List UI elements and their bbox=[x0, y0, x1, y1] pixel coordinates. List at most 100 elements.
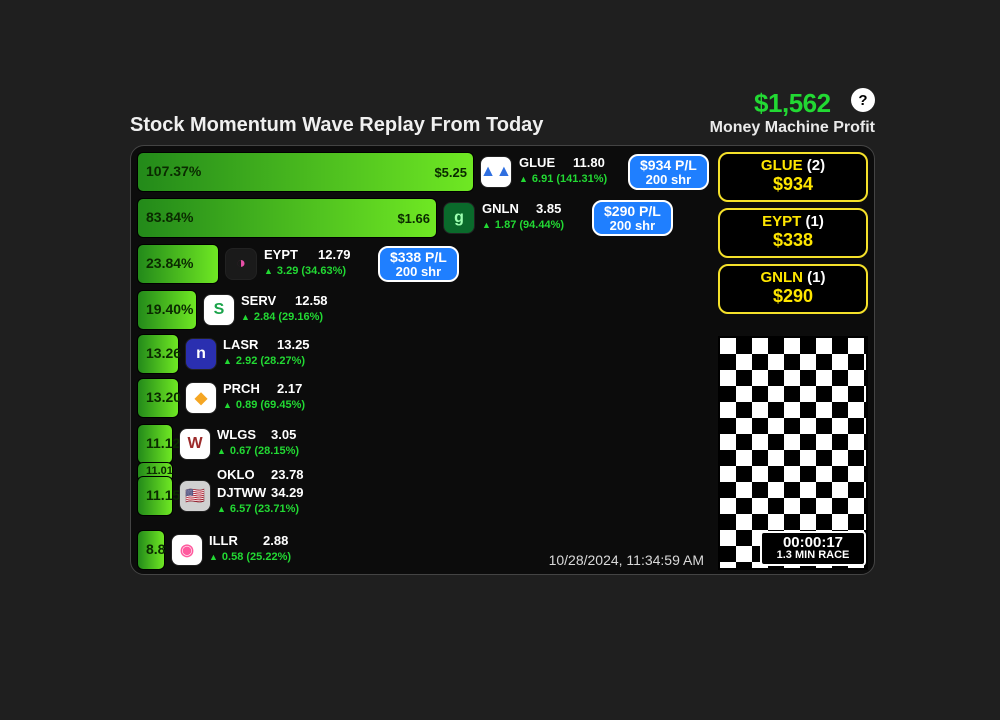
replay-panel: 107.37%$5.25▲▲GLUE11.80▲6.91 (141.31%)$9… bbox=[130, 145, 875, 575]
ticker-info: GLUE11.80▲6.91 (141.31%) bbox=[519, 154, 639, 185]
ticker-symbol: EYPT bbox=[264, 247, 318, 262]
momentum-row: 19.40%SSERV12.58▲2.84 (29.16%) bbox=[137, 290, 712, 330]
ticker-delta: ▲2.84 (29.16%) bbox=[241, 311, 361, 323]
ticker-delta: ▲2.92 (28.27%) bbox=[223, 355, 343, 367]
pl-shares: 200 shr bbox=[604, 219, 661, 233]
ticker-logo: ◑ bbox=[225, 248, 257, 280]
momentum-bar: 13.20 bbox=[137, 378, 179, 418]
lb-count: (2) bbox=[807, 157, 825, 174]
ticker-logo: ◉ bbox=[171, 534, 203, 566]
ticker-info: PRCH2.17 ▲0.89 (69.45%) bbox=[223, 380, 343, 411]
bar-pct: 11.12 bbox=[146, 435, 180, 451]
ticker-symbol: GNLN bbox=[482, 201, 536, 216]
ticker-info: LASR13.25 ▲2.92 (28.27%) bbox=[223, 336, 343, 367]
lb-symbol: EYPT bbox=[762, 213, 805, 230]
ticker-price: 12.79 bbox=[318, 247, 351, 262]
bar-pct: 8.8 bbox=[146, 541, 165, 557]
pl-value: $934 P/L bbox=[640, 158, 697, 173]
bar-pct: 107.37% bbox=[146, 163, 201, 179]
ticker-delta: ▲0.89 (69.45%) bbox=[223, 399, 343, 411]
help-button[interactable]: ? bbox=[851, 88, 875, 112]
ticker-delta: ▲0.58 (25.22%) bbox=[209, 551, 329, 563]
page-title: Stock Momentum Wave Replay From Today bbox=[130, 114, 543, 137]
ticker-price: 12.58 bbox=[295, 293, 328, 308]
lb-symbol: GLUE bbox=[761, 157, 807, 174]
lb-amount: $934 bbox=[724, 174, 862, 195]
momentum-row: 13.20◆ PRCH2.17 ▲0.89 (69.45%) bbox=[137, 378, 712, 418]
ticker-delta: ▲6.57 (23.71%) bbox=[217, 503, 337, 515]
ticker-info: WLGS3.05 ▲0.67 (28.15%) bbox=[217, 426, 337, 457]
momentum-bar: 11.15 bbox=[137, 476, 173, 516]
ticker-price: 2.88 bbox=[263, 533, 288, 548]
ticker-info: OKLO23.78DJTWW34.29▲6.57 (23.71%) bbox=[217, 466, 337, 515]
ticker-price: 2.17 bbox=[277, 381, 302, 396]
profit-amount: $1,562 bbox=[710, 88, 875, 119]
momentum-bar: 13.26 bbox=[137, 334, 179, 374]
ticker-price: 3.05 bbox=[271, 427, 296, 442]
momentum-row: 11.12W WLGS3.05 ▲0.67 (28.15%) bbox=[137, 424, 712, 464]
bar-price: $1.66 bbox=[397, 211, 430, 226]
momentum-bar: 19.40% bbox=[137, 290, 197, 330]
profit-label: Money Machine Profit bbox=[710, 119, 875, 137]
ticker-price: 13.25 bbox=[277, 337, 310, 352]
ticker-delta: ▲0.67 (28.15%) bbox=[217, 445, 337, 457]
bar-pct: 13.26 bbox=[146, 345, 181, 361]
ticker-logo: ◆ bbox=[185, 382, 217, 414]
momentum-row: 107.37%$5.25▲▲GLUE11.80▲6.91 (141.31%)$9… bbox=[137, 152, 712, 192]
bar-pct: 11.15 bbox=[146, 487, 180, 503]
momentum-bar: 11.12 bbox=[137, 424, 173, 464]
momentum-row: 23.84%◑EYPT12.79▲3.29 (34.63%)$338 P/L20… bbox=[137, 244, 712, 284]
pl-value: $338 P/L bbox=[390, 250, 447, 265]
pl-badge: $338 P/L200 shr bbox=[378, 246, 459, 282]
ticker-logo: n bbox=[185, 338, 217, 370]
leaderboard-item: EYPT (1)$338 bbox=[718, 208, 868, 258]
bar-price: $5.25 bbox=[434, 165, 467, 180]
momentum-bar: 8.8 bbox=[137, 530, 165, 570]
ticker-delta: ▲1.87 (94.44%) bbox=[482, 219, 602, 231]
ticker-symbol: ILLR bbox=[209, 533, 263, 548]
ticker-info: ILLR2.88 ▲0.58 (25.22%) bbox=[209, 532, 329, 563]
ticker-info: GNLN3.85 ▲1.87 (94.44%) bbox=[482, 200, 602, 231]
momentum-row: 13.26n LASR13.25 ▲2.92 (28.27%) bbox=[137, 334, 712, 374]
ticker-logo: 🇺🇸 bbox=[179, 480, 211, 512]
momentum-bar: 23.84% bbox=[137, 244, 219, 284]
ticker-delta: ▲3.29 (34.63%) bbox=[264, 265, 384, 277]
pl-value: $290 P/L bbox=[604, 204, 661, 219]
ticker-price: 11.80 bbox=[573, 155, 605, 170]
momentum-bar: 107.37% $5.25 bbox=[137, 152, 474, 192]
bar-pct: 13.20 bbox=[146, 389, 181, 405]
momentum-bar: 83.84% $1.66 bbox=[137, 198, 437, 238]
lb-count: (1) bbox=[806, 213, 824, 230]
leaderboard-item: GLUE (2)$934 bbox=[718, 152, 868, 202]
ticker-symbol: LASR bbox=[223, 337, 277, 352]
ticker-symbol: DJTWW bbox=[217, 485, 271, 500]
lb-amount: $338 bbox=[724, 230, 862, 251]
ticker-symbol: SERV bbox=[241, 293, 295, 308]
ticker-logo: ▲▲ bbox=[480, 156, 512, 188]
leaderboard-item: GNLN (1)$290 bbox=[718, 264, 868, 314]
ticker-logo: g bbox=[443, 202, 475, 234]
timestamp: 10/28/2024, 11:34:59 AM bbox=[549, 552, 704, 568]
ticker-symbol: WLGS bbox=[217, 427, 271, 442]
ticker-price: 23.78 bbox=[271, 467, 304, 482]
ticker-delta: ▲6.91 (141.31%) bbox=[519, 173, 639, 185]
ticker-logo: W bbox=[179, 428, 211, 460]
momentum-row: 83.84% $1.66 g GNLN3.85 ▲1.87 (94.44%)$290 P… bbox=[137, 198, 712, 238]
lb-symbol: GNLN bbox=[760, 269, 807, 286]
profit-summary: $1,562 Money Machine Profit bbox=[710, 88, 875, 137]
pl-badge: $290 P/L200 shr bbox=[592, 200, 673, 236]
bar-pct: 83.84% bbox=[146, 209, 193, 225]
bar-pct: 19.40% bbox=[146, 301, 193, 317]
ticker-info: SERV12.58 ▲2.84 (29.16%) bbox=[241, 292, 361, 323]
ticker-price: 34.29 bbox=[271, 485, 304, 500]
timer-elapsed: 00:00:17 bbox=[768, 535, 858, 551]
ticker-price: 3.85 bbox=[536, 201, 561, 216]
timer-race: 1.3 MIN RACE bbox=[768, 550, 858, 562]
pl-badge: $934 P/L200 shr bbox=[628, 154, 709, 190]
lb-count: (1) bbox=[807, 269, 825, 286]
bar-pct: 23.84% bbox=[146, 255, 193, 271]
momentum-row: 11.0111.15🇺🇸OKLO23.78DJTWW34.29▲6.57 (23… bbox=[137, 476, 712, 516]
ticker-symbol: PRCH bbox=[223, 381, 277, 396]
pl-shares: 200 shr bbox=[390, 265, 447, 279]
race-timer: 00:00:17 1.3 MIN RACE bbox=[760, 531, 866, 566]
